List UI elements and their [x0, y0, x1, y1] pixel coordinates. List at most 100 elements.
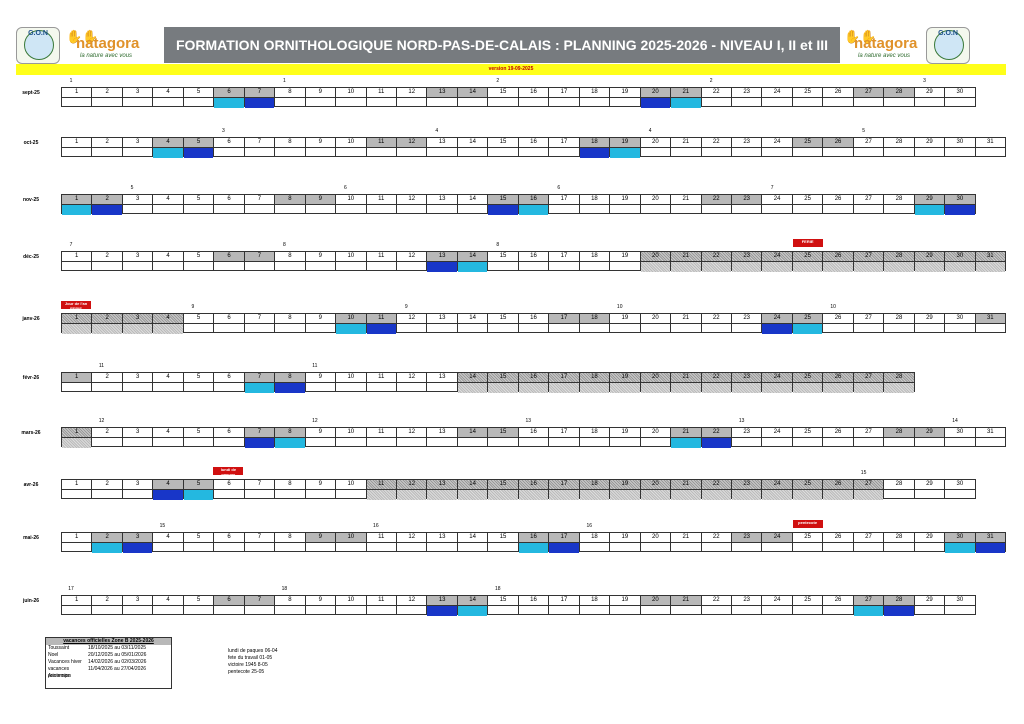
day-cell[interactable]: 28 — [884, 314, 915, 332]
day-cell[interactable]: 6 — [214, 195, 245, 213]
day-cell[interactable]: 19 — [610, 88, 641, 106]
day-cell[interactable]: 23 — [731, 314, 763, 332]
day-cell[interactable]: 25 — [792, 88, 824, 106]
day-cell[interactable]: 14 — [457, 373, 489, 393]
day-cell[interactable]: 6 — [214, 480, 245, 498]
day-cell[interactable]: 13 — [427, 195, 458, 213]
day-cell[interactable]: 2 — [92, 195, 123, 215]
day-cell[interactable]: 25 — [792, 138, 824, 156]
day-cell[interactable]: 5 — [183, 373, 215, 391]
day-cell[interactable]: 12 — [396, 533, 428, 551]
day-cell[interactable]: 15 — [488, 88, 519, 106]
day-cell[interactable]: 2 — [92, 373, 123, 391]
day-cell[interactable]: 6 — [214, 252, 245, 270]
day-cell[interactable]: 2 — [92, 314, 123, 334]
day-cell[interactable]: 14 — [457, 252, 489, 272]
day-cell[interactable]: 9 — [305, 428, 337, 446]
day-cell[interactable]: 11 — [366, 88, 397, 106]
day-cell[interactable]: 25 — [792, 533, 824, 551]
day-cell[interactable]: 8 — [275, 88, 306, 106]
day-cell[interactable]: 11 — [366, 533, 397, 551]
day-cell[interactable]: 24 — [762, 596, 793, 614]
day-cell[interactable]: 3 — [122, 138, 154, 156]
day-cell[interactable]: 23 — [731, 596, 763, 614]
day-cell[interactable]: 6 — [214, 314, 245, 332]
day-cell[interactable]: 12 — [396, 428, 428, 446]
day-cell[interactable]: 26 — [823, 88, 854, 106]
day-cell[interactable]: 10 — [336, 252, 367, 270]
day-cell[interactable]: 25 — [792, 314, 824, 334]
day-cell[interactable]: 16 — [518, 596, 550, 614]
day-cell[interactable]: 1 — [62, 252, 93, 270]
day-cell[interactable]: 13 — [427, 88, 458, 106]
day-cell[interactable]: 29 — [914, 138, 946, 156]
day-cell[interactable]: 6 — [214, 533, 245, 551]
day-cell[interactable]: 27 — [853, 596, 885, 616]
day-cell[interactable]: 20 — [640, 480, 672, 500]
day-cell[interactable]: 1 — [62, 533, 93, 551]
day-cell[interactable]: 6 — [214, 428, 245, 446]
day-cell[interactable]: 4 — [153, 252, 184, 270]
day-cell[interactable]: 24 — [762, 428, 793, 446]
day-cell[interactable]: 14 — [457, 533, 489, 551]
day-cell[interactable]: 5 — [183, 480, 215, 500]
day-cell[interactable]: 3 — [122, 195, 154, 213]
day-cell[interactable]: 29 — [914, 480, 946, 498]
day-cell[interactable]: 20 — [640, 88, 672, 108]
day-cell[interactable]: 12 — [396, 596, 428, 614]
day-cell[interactable]: 28 — [884, 373, 914, 393]
day-cell[interactable]: 31 — [975, 138, 1006, 156]
day-cell[interactable]: 23 — [731, 88, 763, 106]
day-cell[interactable]: 20 — [640, 428, 672, 446]
day-cell[interactable]: 11 — [366, 138, 397, 156]
day-cell[interactable]: 5 — [183, 138, 215, 158]
day-cell[interactable]: 1 — [62, 480, 93, 498]
day-cell[interactable]: 21 — [671, 533, 702, 551]
day-cell[interactable]: 5 — [183, 88, 215, 106]
day-cell[interactable]: 28 — [884, 138, 915, 156]
day-cell[interactable]: 18 — [579, 480, 611, 500]
day-cell[interactable]: 13 — [427, 138, 458, 156]
day-cell[interactable]: 22 — [701, 428, 732, 448]
day-cell[interactable]: 26 — [823, 480, 854, 500]
day-cell[interactable]: 8 — [275, 480, 306, 498]
day-cell[interactable]: 22 — [701, 252, 732, 272]
day-cell[interactable]: 21 — [671, 252, 702, 272]
day-cell[interactable]: 18 — [579, 88, 611, 106]
day-cell[interactable]: 8 — [275, 596, 306, 614]
day-cell[interactable]: 27 — [853, 533, 885, 551]
day-cell[interactable]: 5 — [183, 533, 215, 551]
day-cell[interactable]: 28 — [884, 252, 915, 272]
day-cell[interactable]: 24 — [762, 195, 793, 213]
day-cell[interactable]: 9 — [305, 373, 337, 391]
day-cell[interactable]: 8 — [275, 428, 306, 448]
day-cell[interactable]: 24 — [762, 373, 793, 393]
day-cell[interactable]: 22 — [701, 195, 732, 213]
day-cell[interactable]: 12 — [396, 88, 428, 106]
day-cell[interactable]: 30 — [945, 428, 976, 446]
day-cell[interactable]: 24 — [762, 533, 793, 551]
day-cell[interactable]: 3 — [122, 252, 154, 270]
day-cell[interactable]: 30 — [945, 88, 975, 106]
day-cell[interactable]: 28 — [884, 596, 915, 616]
day-cell[interactable]: 14 — [457, 596, 489, 616]
day-cell[interactable]: 23 — [731, 480, 763, 500]
day-cell[interactable]: 12 — [396, 480, 428, 500]
day-cell[interactable]: 7 — [244, 314, 276, 332]
day-cell[interactable]: 21 — [671, 596, 702, 614]
day-cell[interactable]: 1 — [62, 88, 93, 106]
day-cell[interactable]: 6 — [214, 596, 245, 614]
day-cell[interactable]: 26 — [823, 373, 854, 393]
day-cell[interactable]: 21 — [671, 428, 702, 448]
day-cell[interactable]: 23 — [731, 533, 763, 551]
day-cell[interactable]: 31 — [975, 314, 1006, 332]
day-cell[interactable]: 4 — [153, 314, 184, 334]
day-cell[interactable]: 23 — [731, 252, 763, 272]
day-cell[interactable]: 11 — [366, 428, 397, 446]
day-cell[interactable]: 20 — [640, 596, 672, 614]
day-cell[interactable]: 4 — [153, 428, 184, 446]
day-cell[interactable]: 19 — [610, 533, 641, 551]
day-cell[interactable]: 9 — [305, 596, 337, 614]
day-cell[interactable]: 27 — [853, 195, 885, 213]
day-cell[interactable]: 1 — [62, 428, 93, 448]
